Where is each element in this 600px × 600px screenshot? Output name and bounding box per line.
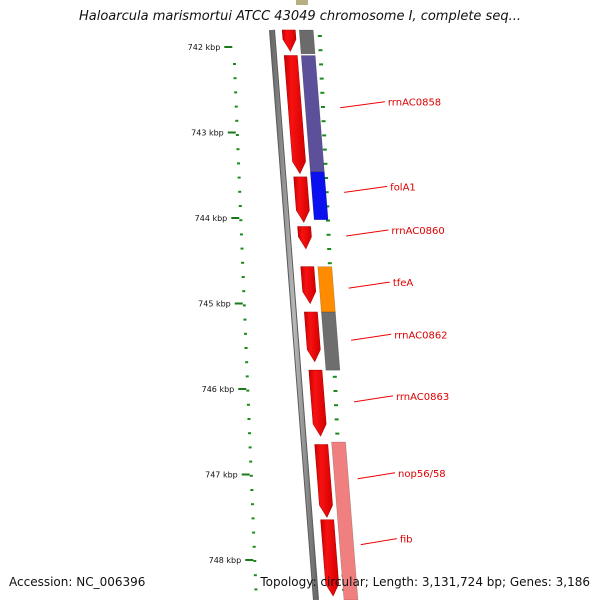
ruler-label: 743 kbp [191, 129, 224, 138]
feature-block [317, 266, 336, 313]
gene-arrow-shade [320, 519, 339, 596]
leader-line [346, 229, 389, 237]
feature-label: rrnAC0860 [391, 226, 444, 237]
feature-block [298, 29, 316, 55]
gene-arrow-shade [297, 226, 312, 249]
gene-arrow-shade [284, 55, 306, 174]
feature-label: rrnAC0862 [394, 330, 447, 341]
gene-arrow-shade [308, 370, 327, 437]
feature-label: nop56/58 [398, 469, 446, 480]
leader-line [360, 538, 397, 546]
feature-labels: rrnAC0858 folA1 rrnAC0860 tfeA rrnAC0862 rrnA… [340, 98, 449, 546]
gene-arrow-shade [300, 266, 316, 304]
gene-arrow-shade [282, 30, 296, 52]
ruler-label: 748 kbp [209, 556, 242, 565]
gene-arrow-shade [314, 444, 333, 518]
leader-line [340, 101, 385, 109]
feature-label: rrnAC0863 [396, 392, 449, 403]
feature-label: tfeA [393, 278, 414, 289]
gene-arrow-shade [304, 312, 321, 362]
ruler-label: 746 kbp [202, 385, 235, 394]
gene-track [281, 29, 340, 597]
ruler-track: 742 kbp 743 kbp 744 kbp 745 kbp 746 kbp 747 k… [188, 43, 254, 565]
feature-label: folA1 [390, 182, 416, 193]
feature-block [321, 311, 341, 371]
accession-text: Accession: NC_006396 [9, 575, 146, 589]
feature-block [331, 441, 359, 600]
leader-line [344, 185, 388, 193]
leader-line [353, 395, 394, 403]
feature-block [310, 171, 329, 221]
feature-cap [296, 0, 308, 5]
leader-line [348, 281, 390, 289]
ruler-label: 747 kbp [205, 471, 238, 480]
topology-text: Topology: circular; Length: 3,131,724 bp… [260, 575, 590, 589]
feature-label: rrnAC0858 [388, 98, 441, 109]
ruler-label: 745 kbp [198, 300, 231, 309]
feature-track [296, 0, 359, 600]
map-title: Haloarcula marismortui ATCC 43049 chromo… [79, 9, 521, 24]
ruler-label: 742 kbp [188, 43, 221, 52]
ruler-label: 744 kbp [195, 214, 228, 223]
leader-line [357, 472, 396, 480]
feature-label: fib [400, 535, 413, 546]
backbone-highlight [270, 29, 318, 600]
backbone-track [269, 29, 319, 600]
leader-line [351, 333, 392, 341]
gene-arrow-shade [293, 176, 310, 223]
